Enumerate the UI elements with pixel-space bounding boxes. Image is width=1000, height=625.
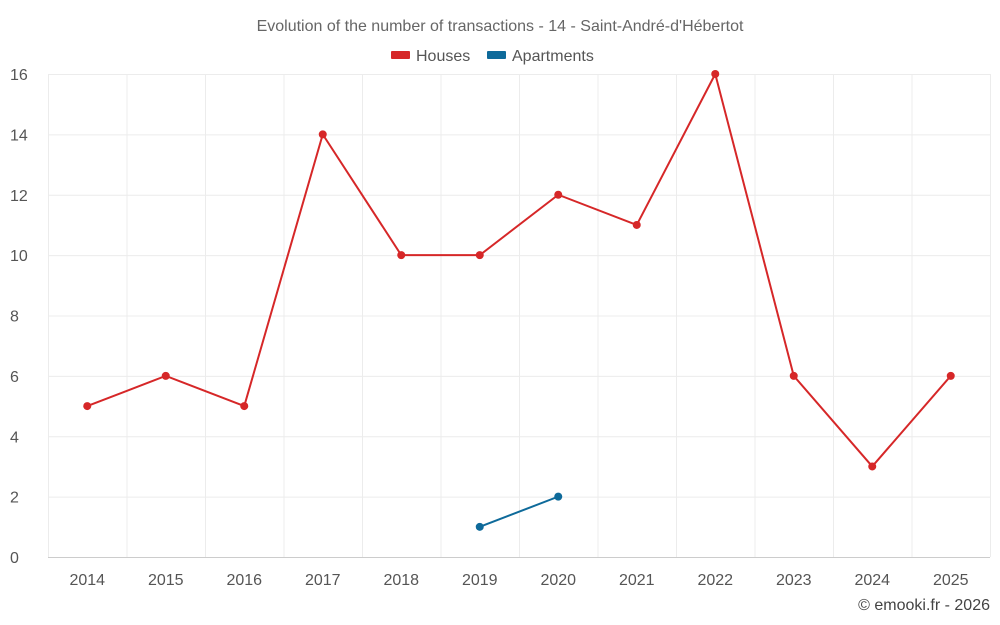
chart-title: Evolution of the number of transactions … (257, 18, 744, 35)
x-tick-label: 2025 (933, 572, 969, 589)
legend-swatch-apartments (487, 51, 506, 59)
data-point-apartments-2019[interactable] (475, 522, 484, 531)
legend-swatch-houses (391, 51, 410, 59)
grid (48, 74, 991, 557)
legend-label-apartments: Apartments (512, 48, 594, 65)
legend-item-houses[interactable]: Houses (391, 48, 470, 65)
x-tick-label: 2022 (697, 572, 733, 589)
data-point-houses-2021[interactable] (632, 220, 641, 229)
data-point-houses-2019[interactable] (475, 251, 484, 260)
data-point-houses-2024[interactable] (868, 462, 877, 471)
data-point-houses-2014[interactable] (83, 402, 92, 411)
data-point-houses-2015[interactable] (161, 371, 170, 380)
series-line-houses (86, 73, 952, 468)
x-tick-label: 2017 (305, 572, 341, 589)
x-tick-label: 2023 (776, 572, 812, 589)
x-axis-ticks: 2014 2015 2016 2017 2018 2019 2020 2021 2022 2023… (69, 572, 968, 589)
series (83, 70, 955, 531)
x-tick-label: 2016 (226, 572, 262, 589)
data-point-houses-2023[interactable] (789, 371, 798, 380)
x-tick-label: 2014 (69, 572, 105, 589)
y-tick-label: 0 (10, 550, 19, 567)
legend: Houses Apartments (391, 48, 594, 65)
legend-label-houses: Houses (416, 48, 470, 65)
data-point-houses-2016[interactable] (240, 402, 249, 411)
data-point-houses-2025[interactable] (946, 371, 955, 380)
x-tick-label: 2019 (462, 572, 498, 589)
y-tick-label: 8 (10, 309, 19, 326)
x-tick-label: 2021 (619, 572, 655, 589)
y-tick-label: 2 (10, 490, 19, 507)
data-point-houses-2020[interactable] (554, 190, 563, 199)
y-tick-label: 6 (10, 369, 19, 386)
data-point-houses-2022[interactable] (711, 70, 720, 78)
y-tick-label: 10 (10, 248, 28, 265)
x-tick-label: 2024 (854, 572, 890, 589)
x-tick-label: 2015 (148, 572, 184, 589)
y-tick-label: 14 (10, 127, 28, 144)
credit-text: © emooki.fr - 2026 (858, 597, 990, 614)
x-tick-label: 2020 (540, 572, 576, 589)
y-tick-label: 4 (10, 429, 19, 446)
y-tick-label: 12 (10, 188, 28, 205)
x-tick-label: 2018 (383, 572, 419, 589)
y-tick-label: 16 (10, 67, 28, 84)
series-line-apartments (479, 495, 559, 528)
data-point-houses-2018[interactable] (397, 251, 406, 260)
data-point-houses-2017[interactable] (318, 130, 327, 139)
legend-item-apartments[interactable]: Apartments (487, 48, 594, 65)
data-point-apartments-2020[interactable] (554, 492, 563, 501)
y-axis-ticks: 0 2 4 6 8 10 12 14 16 (10, 67, 28, 567)
